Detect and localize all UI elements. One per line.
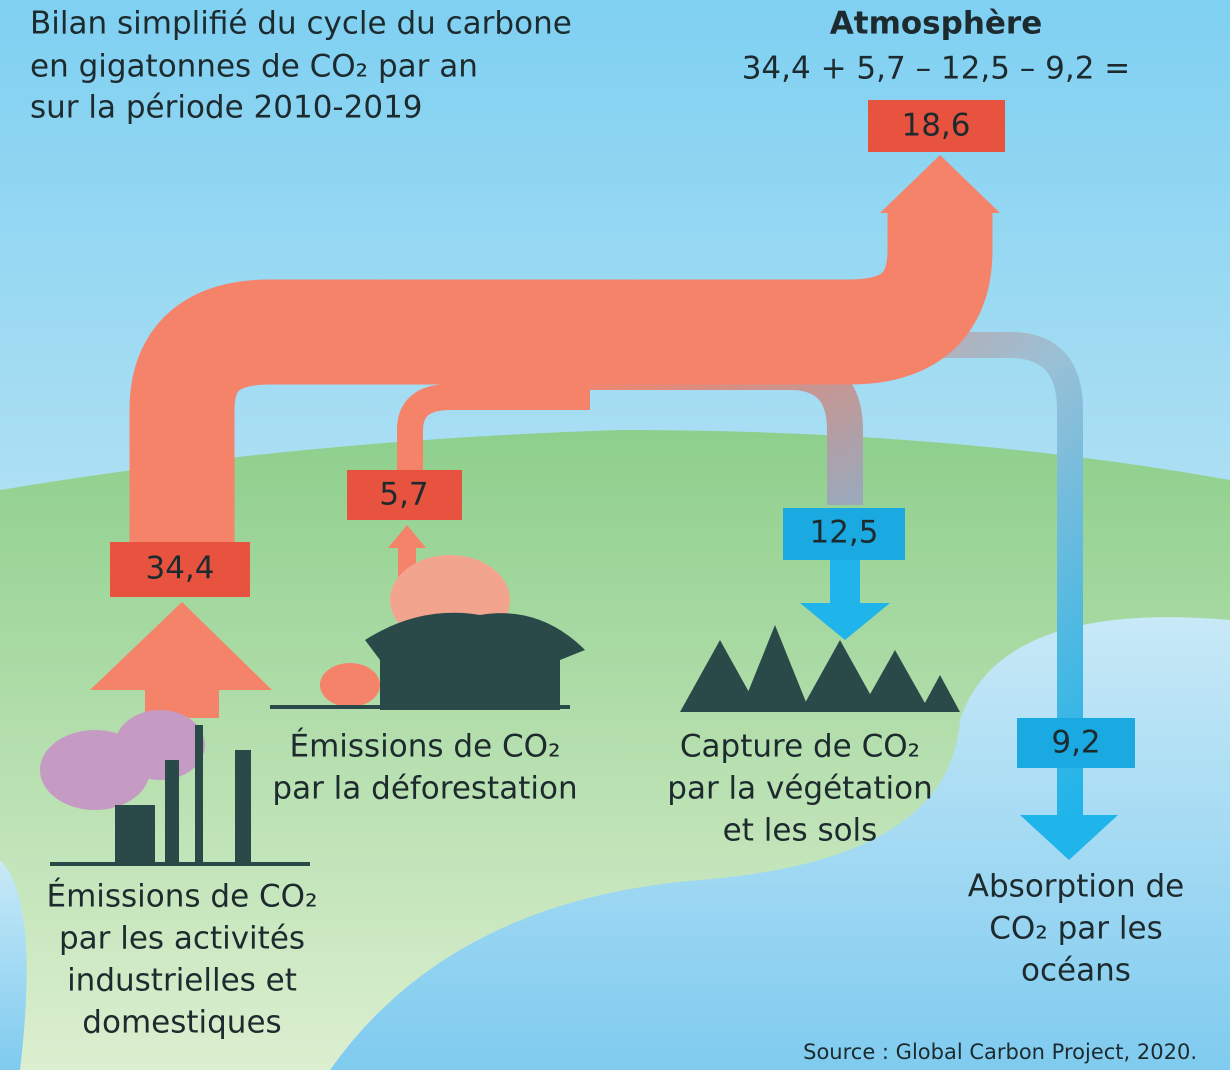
flow-label: CO₂ par les — [989, 911, 1162, 947]
flow-label: et les sols — [723, 813, 878, 849]
value-box — [783, 508, 905, 560]
flow-label: Absorption de — [968, 869, 1184, 905]
flow-value: 34,4 — [145, 551, 214, 587]
flow-label: océans — [1021, 953, 1131, 989]
arrow-shaft — [830, 560, 860, 605]
atmosphere-result: 18,6 — [901, 108, 970, 144]
value-box — [347, 470, 462, 520]
arrowhead-atmosphere — [880, 155, 1000, 213]
factory-icon — [40, 710, 310, 866]
deforestation-flow — [397, 384, 590, 470]
flow-label: Capture de CO₂ — [680, 729, 920, 765]
flow-label: industrielles et — [67, 963, 297, 999]
source: Source : Global Carbon Project, 2020. — [803, 1040, 1197, 1064]
flow-value: 5,7 — [379, 477, 428, 513]
ocean-left — [0, 860, 27, 1070]
flow-label: Émissions de CO₂ — [46, 879, 317, 915]
atmosphere-heading: Atmosphère — [830, 6, 1042, 42]
forest-icon — [680, 625, 960, 712]
flow-value: 12,5 — [809, 515, 878, 551]
main-flow — [129, 210, 993, 545]
flow-label: par la végétation — [667, 771, 932, 807]
arrowhead-vegetation — [800, 603, 890, 640]
value-box — [110, 542, 250, 597]
title-line: sur la période 2010-2019 — [30, 90, 423, 126]
flow-label: par les activités — [59, 921, 305, 957]
flow-value: 9,2 — [1051, 725, 1100, 761]
arrowhead-ocean — [1020, 815, 1118, 860]
title-line: en gigatonnes de CO₂ par an — [30, 49, 478, 85]
ocean-flow — [580, 332, 1083, 820]
result-box — [868, 100, 1005, 152]
value-box — [1017, 718, 1135, 768]
ocean — [330, 617, 1230, 1070]
forest-fire-icon — [270, 555, 585, 710]
arrowhead-industry — [90, 602, 272, 690]
flow-label: Émissions de CO₂ — [289, 729, 560, 765]
title-line: Bilan simplifié du cycle du carbone — [30, 6, 572, 42]
flow-label: domestiques — [82, 1005, 281, 1041]
atmosphere-equation: 34,4 + 5,7 – 12,5 – 9,2 = — [742, 51, 1131, 87]
flow-label: par la déforestation — [272, 771, 577, 807]
arrowhead-deforestation — [388, 525, 426, 548]
